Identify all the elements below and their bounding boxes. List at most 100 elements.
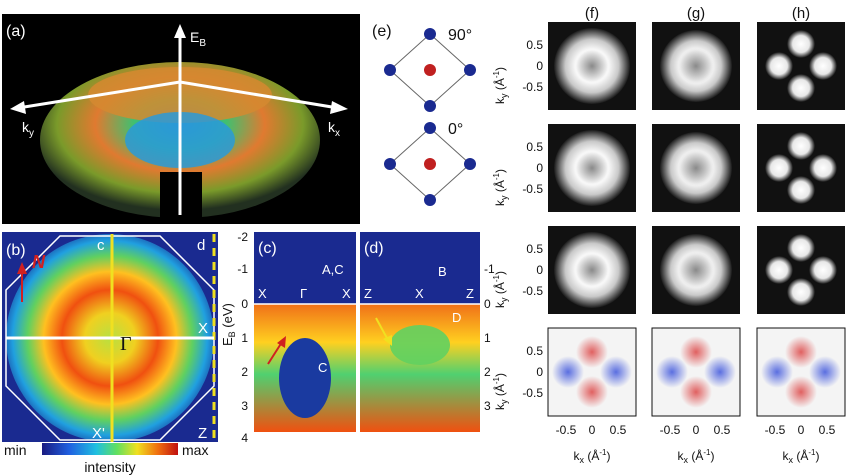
ky-axis-label-row1: ky (Å-1)	[492, 67, 509, 104]
panel-f-row4-blue-left	[552, 356, 584, 388]
panel-a-ky-arrowhead	[10, 101, 26, 114]
colorbar-max-label: max	[182, 442, 208, 458]
panel-a-ky-label: ky	[22, 119, 34, 139]
panel-h-row3-spot	[787, 278, 815, 306]
panel-c-point-x-right: X	[342, 286, 351, 301]
colorbar-min-label: min	[4, 442, 27, 458]
kx-tick-label-g: 0	[693, 423, 700, 437]
panel-f-row3-center	[576, 254, 608, 286]
panel-e-atom	[384, 64, 396, 76]
panel-b-brillouin-zone	[5, 235, 215, 441]
panel-c-y-axis-label: EB (eV)	[220, 303, 237, 346]
panel-d-label: (d)	[364, 240, 384, 257]
panel-d-tick-0: 0	[484, 297, 491, 311]
ky-tick-label: -0.5	[522, 80, 543, 94]
panel-d-point-x: X	[415, 286, 424, 301]
ky-tick-label: 0	[536, 263, 543, 277]
panel-e-angle-90: 90°	[448, 27, 472, 44]
panel-c-tick-m1: -1	[237, 262, 248, 276]
panel-g-row4-red-bottom	[680, 376, 712, 408]
kx-tick-label-g: -0.5	[660, 423, 681, 437]
panel-c-tick-m2: -2	[237, 230, 248, 244]
kx-axis-label-g: kx (Å-1)	[678, 448, 715, 465]
panel-h-row1-spot	[809, 52, 837, 80]
panel-b-d-label: d	[197, 237, 205, 254]
panel-e-atom	[464, 158, 476, 170]
panel-c-pocket	[279, 338, 331, 418]
panel-h-row2-spot	[787, 132, 815, 160]
panel-e-atom	[464, 64, 476, 76]
panel-d-tick-3: 3	[484, 399, 491, 413]
panel-c-arrowhead	[277, 336, 286, 348]
panel-e-atom	[424, 194, 436, 206]
panel-c: (c) X Γ X A,C C -2 -1 0 1 2 3 4 EB (eV)	[220, 230, 356, 445]
panel-h-row1-spot	[765, 52, 793, 80]
panel-a-kx-arrowhead	[330, 101, 348, 114]
panel-e-atom	[384, 158, 396, 170]
kx-tick-label-h: -0.5	[765, 423, 786, 437]
panel-c-label: (c)	[258, 240, 277, 257]
panel-b-label: (b)	[6, 242, 26, 259]
kx-tick-label-f: 0	[589, 423, 596, 437]
ky-ticks-row2: 0.5 0 -0.5	[522, 140, 543, 196]
panel-fgh-grid: (f) (g) (h)	[492, 5, 846, 465]
panel-d-annotation-b: B	[438, 264, 447, 279]
panel-h-row1-spot	[787, 74, 815, 102]
ky-tick-label: 0.5	[526, 38, 543, 52]
ky-tick-label: 0	[536, 59, 543, 73]
panel-a-kx-axis	[179, 80, 339, 110]
panel-g-row4-blue-right	[704, 356, 736, 388]
ky-tick-label: -0.5	[522, 182, 543, 196]
colorbar-title: intensity	[84, 459, 135, 475]
panel-a: (a) EB ky kx	[2, 14, 360, 224]
panel-d-feature	[390, 325, 450, 365]
panel-c-tick-1: 1	[241, 331, 248, 345]
ky-tick-label: 0	[536, 365, 543, 379]
panel-h-row3-spot	[765, 256, 793, 284]
panel-f-row4-red-bottom	[576, 376, 608, 408]
kx-axis-label-f: kx (Å-1)	[574, 448, 611, 465]
ky-ticks-row1: 0.5 0 -0.5	[522, 38, 543, 94]
ky-tick-label: -0.5	[522, 284, 543, 298]
ky-axis-label-row2: ky (Å-1)	[492, 169, 509, 206]
panel-b-c-label: c	[97, 237, 105, 254]
panel-a-label: (a)	[6, 23, 26, 40]
panel-b-n-label: N	[32, 252, 46, 272]
panel-h-row1-spot	[787, 30, 815, 58]
panel-g-row2-center	[678, 150, 714, 186]
panel-g-row1-center	[678, 48, 714, 84]
panel-b-z-label: Z	[198, 425, 207, 442]
column-label-f: (f)	[585, 5, 599, 22]
panel-g-row4-blue-left	[656, 356, 688, 388]
panel-e-center-atom	[424, 64, 436, 76]
panel-a-eb-arrowhead	[174, 24, 186, 38]
ky-axis-label-row4: ky (Å-1)	[492, 373, 509, 410]
panel-a-eb-label: EB	[190, 29, 206, 49]
panel-d-point-z-left: Z	[364, 286, 372, 301]
panel-c-tick-4: 4	[241, 431, 248, 445]
panel-f-row1-center	[576, 50, 608, 82]
panel-g-row4-red-top	[680, 336, 712, 368]
panel-h-row2-spot	[765, 154, 793, 182]
panel-e-atom	[424, 100, 436, 112]
panel-d: (d) Z X Z B D -1 0 1 2 3	[360, 232, 495, 432]
ky-axis-label-row3: ky (Å-1)	[492, 271, 509, 308]
panel-e-atom	[424, 28, 436, 40]
panel-d-tick-2: 2	[484, 365, 491, 379]
panel-a-kx-label: kx	[328, 119, 340, 139]
ky-tick-label: 0.5	[526, 344, 543, 358]
kx-tick-label-h: 0	[798, 423, 805, 437]
panel-b-xprime-label: X'	[92, 425, 105, 442]
panel-e-center-atom	[424, 158, 436, 170]
kx-tick-label-h: 0.5	[819, 423, 836, 437]
panel-c-tick-2: 2	[241, 365, 248, 379]
panel-d-arrow	[375, 317, 389, 341]
panel-d-tick-1: 1	[484, 331, 491, 345]
panel-d-tick-m1: -1	[484, 262, 495, 276]
panel-d-annotation-d: D	[452, 310, 461, 325]
panel-f-row4-blue-right	[600, 356, 632, 388]
panel-h-row2-spot	[787, 176, 815, 204]
column-label-h: (h)	[792, 5, 810, 22]
panel-h-row4-red-top	[785, 336, 817, 368]
panel-b: (b) N c d Γ X X' Z min max intensity	[2, 232, 218, 475]
